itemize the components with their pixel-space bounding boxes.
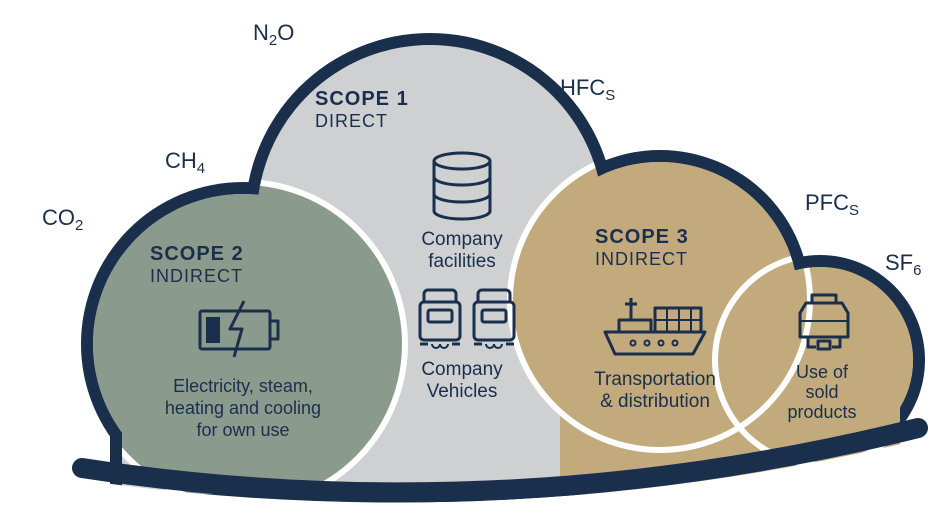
scope1-item2-l2: Vehicles (427, 381, 498, 402)
scope1-item1-l1: Company (421, 229, 503, 250)
scope3-itemB-l3: products (787, 402, 856, 422)
scope2-desc-l2: heating and cooling (165, 398, 321, 418)
scope2-title: SCOPE 2 (150, 243, 244, 265)
scope3-itemA-l2: & distribution (600, 391, 710, 412)
scope1-title: SCOPE 1 (315, 88, 409, 110)
scope3-subtitle: INDIRECT (595, 249, 688, 269)
scope1-item1-l2: facilities (428, 251, 496, 272)
scope1-item2-l1: Company (421, 359, 503, 380)
scope3-itemB-l2: sold (805, 382, 838, 402)
mixer-icon (800, 295, 848, 349)
scope3-title: SCOPE 3 (595, 226, 689, 248)
scope2-desc-l3: for own use (196, 420, 289, 440)
emissions-scope-cloud-diagram: CO2 CH4 N2O HFCS PFCS SF6 SCOPE 1 DIRECT… (0, 0, 940, 529)
scope3-itemB-l1: Use of (796, 362, 849, 382)
scope2-desc-l1: Electricity, steam, (173, 376, 313, 396)
scope1-subtitle: DIRECT (315, 111, 388, 131)
scope2-subtitle: INDIRECT (150, 266, 243, 286)
scope3-itemA-l1: Transportation (594, 369, 716, 390)
